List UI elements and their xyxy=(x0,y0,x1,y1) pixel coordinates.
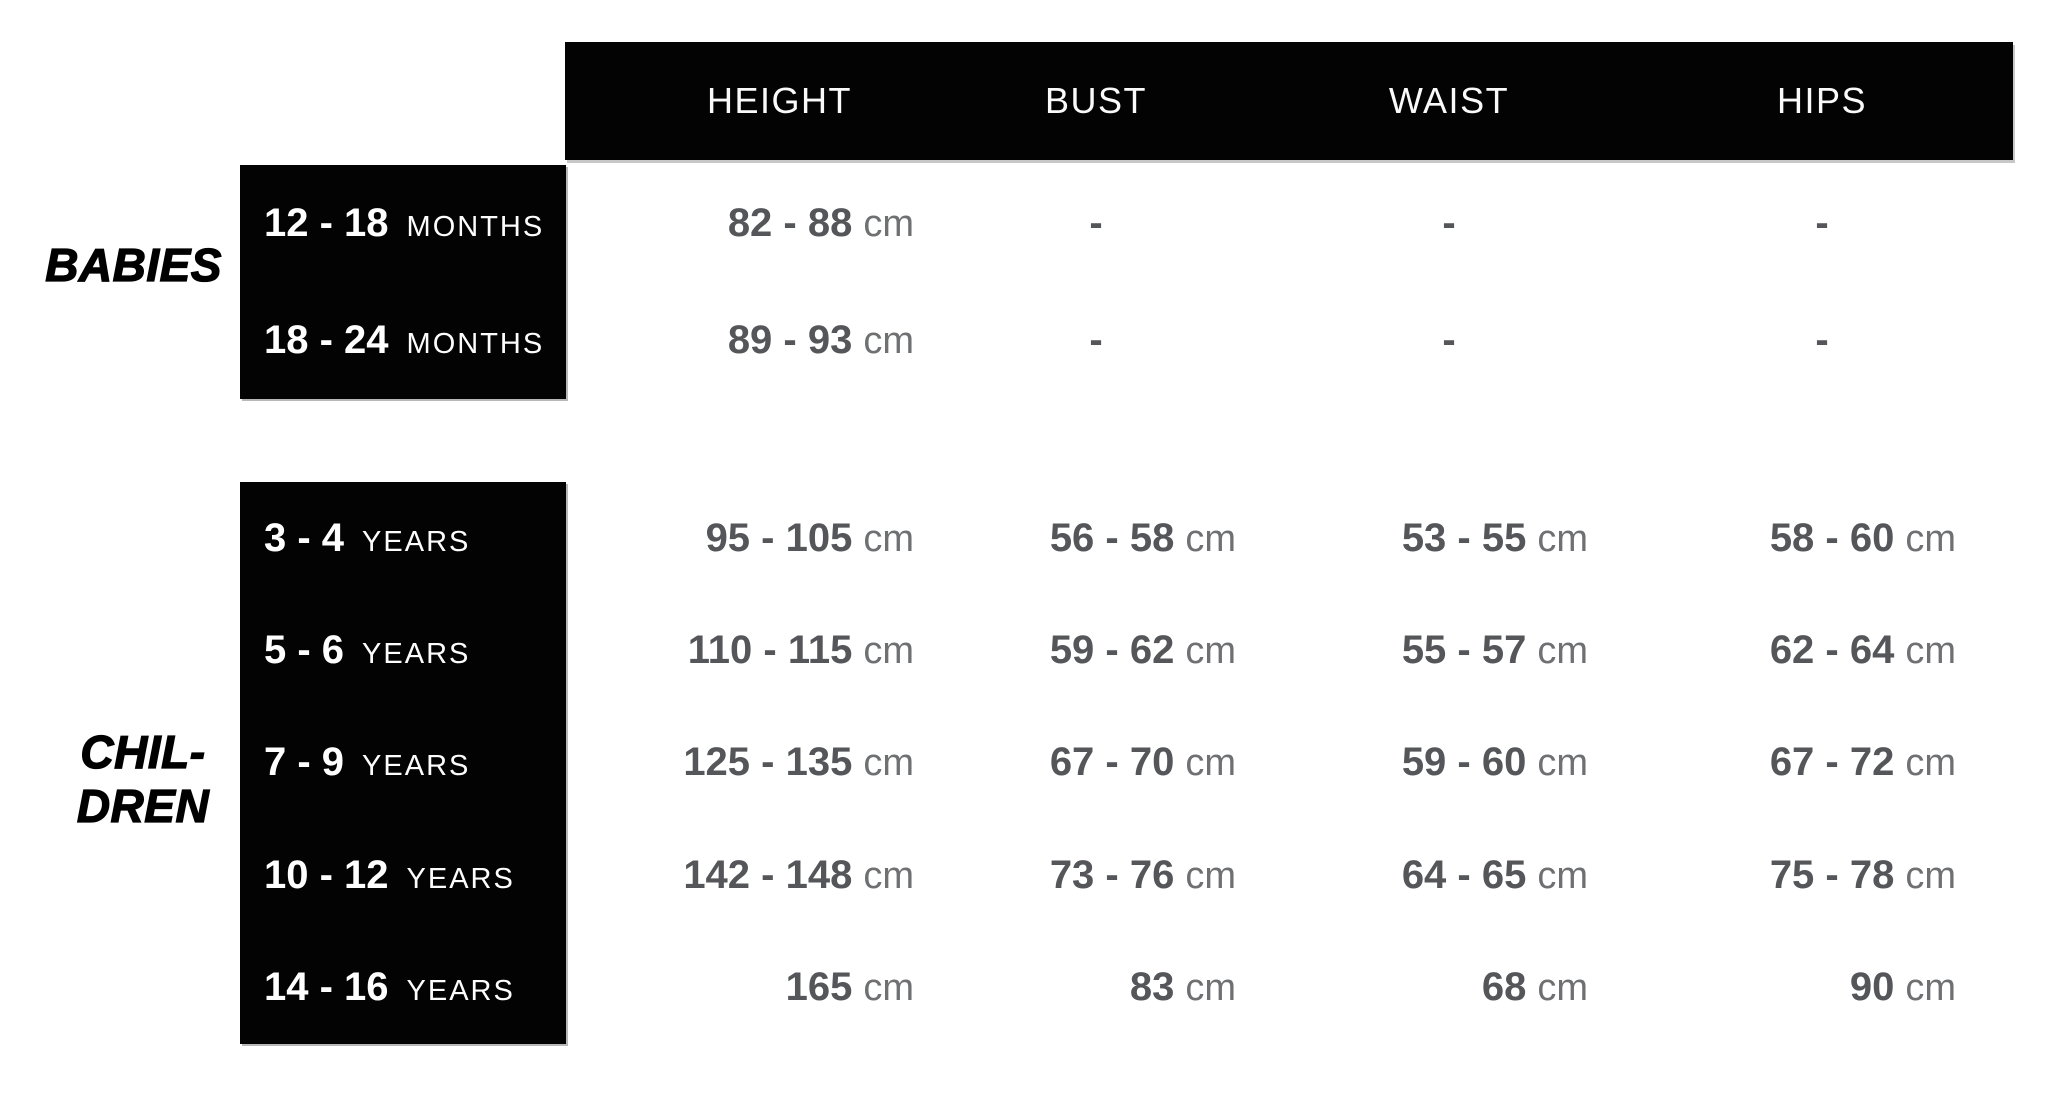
column-header-bar: HEIGHT BUST WAIST HIPS xyxy=(565,42,2013,160)
size-unit: YEARS xyxy=(362,638,471,671)
table-cell-bust: 67 - 70 cm xyxy=(1049,740,1236,785)
size-range: 10 - 12 xyxy=(264,852,389,897)
table-cell-waist: - xyxy=(1442,318,1456,362)
table-cell-height: 95 - 105 cm xyxy=(705,515,914,560)
children-band: 3 - 4 YEARS 95 - 105 cm 56 - 58 cm 53 - … xyxy=(240,482,2008,1044)
table-cell-waist: 53 - 55 cm xyxy=(1401,515,1588,560)
size-label-12-18-months: 12 - 18 MONTHS xyxy=(240,201,566,246)
table-cell-waist: - xyxy=(1442,201,1456,245)
table-cell-height: 165 cm xyxy=(785,965,914,1010)
column-header-waist: WAIST xyxy=(1388,80,1510,121)
table-cell-hips: - xyxy=(1815,201,1829,245)
table-cell-hips: 90 cm xyxy=(1849,965,1956,1010)
size-label-3-4-years: 3 - 4 YEARS xyxy=(240,516,566,561)
size-range: 7 - 9 xyxy=(264,740,345,785)
table-cell-height: 125 - 135 cm xyxy=(683,740,914,785)
table-cell-hips: - xyxy=(1815,318,1829,362)
table-cell-bust: - xyxy=(1089,318,1103,362)
group-label-line: BABIES xyxy=(45,238,223,291)
table-cell-hips: 67 - 72 cm xyxy=(1769,740,1956,785)
babies-size-box xyxy=(240,165,566,399)
column-header-height: HEIGHT xyxy=(706,80,852,121)
size-range: 5 - 6 xyxy=(264,628,345,673)
size-label-18-24-months: 18 - 24 MONTHS xyxy=(240,318,566,363)
group-label-line: DREN xyxy=(76,779,210,832)
size-label-14-16-years: 14 - 16 YEARS xyxy=(240,965,566,1010)
size-unit: MONTHS xyxy=(406,328,545,360)
table-cell-bust: 83 cm xyxy=(1129,965,1236,1010)
babies-band: 12 - 18 MONTHS 82 - 88 cm - - - 18 - 24 … xyxy=(240,165,2008,399)
size-unit: YEARS xyxy=(406,975,515,1008)
table-cell-hips: 75 - 78 cm xyxy=(1769,852,1956,897)
table-cell-bust: 59 - 62 cm xyxy=(1049,628,1236,673)
size-unit: YEARS xyxy=(362,525,471,558)
table-cell-hips: 58 - 60 cm xyxy=(1769,515,1956,560)
table-cell-height: 142 - 148 cm xyxy=(683,852,914,897)
size-label-10-12-years: 10 - 12 YEARS xyxy=(240,853,566,898)
column-header-hips: HIPS xyxy=(1776,80,1868,121)
table-cell-height: 82 - 88 cm xyxy=(727,201,914,245)
size-range: 3 - 4 xyxy=(264,515,345,560)
size-range: 14 - 16 xyxy=(264,965,389,1010)
size-range: 12 - 18 xyxy=(264,201,389,245)
table-cell-waist: 59 - 60 cm xyxy=(1401,740,1588,785)
column-header-bust: BUST xyxy=(1044,80,1147,121)
table-cell-hips: 62 - 64 cm xyxy=(1769,628,1956,673)
size-range: 18 - 24 xyxy=(264,318,389,362)
size-unit: YEARS xyxy=(406,862,515,895)
group-label-babies: BABIES xyxy=(0,238,223,292)
table-cell-waist: 64 - 65 cm xyxy=(1401,852,1588,897)
table-cell-bust: 73 - 76 cm xyxy=(1049,852,1236,897)
table-cell-bust: 56 - 58 cm xyxy=(1049,515,1236,560)
table-cell-height: 89 - 93 cm xyxy=(727,318,914,362)
table-cell-bust: - xyxy=(1089,201,1103,245)
size-unit: YEARS xyxy=(362,750,471,783)
group-label-line: CHIL- xyxy=(80,725,206,778)
size-label-5-6-years: 5 - 6 YEARS xyxy=(240,628,566,673)
table-cell-waist: 55 - 57 cm xyxy=(1401,628,1588,673)
group-label-children: CHIL- DREN xyxy=(23,725,263,833)
table-cell-waist: 68 cm xyxy=(1481,965,1588,1010)
size-label-7-9-years: 7 - 9 YEARS xyxy=(240,740,566,785)
size-unit: MONTHS xyxy=(406,211,545,243)
table-cell-height: 110 - 115 cm xyxy=(687,628,914,673)
children-size-box xyxy=(240,482,566,1044)
